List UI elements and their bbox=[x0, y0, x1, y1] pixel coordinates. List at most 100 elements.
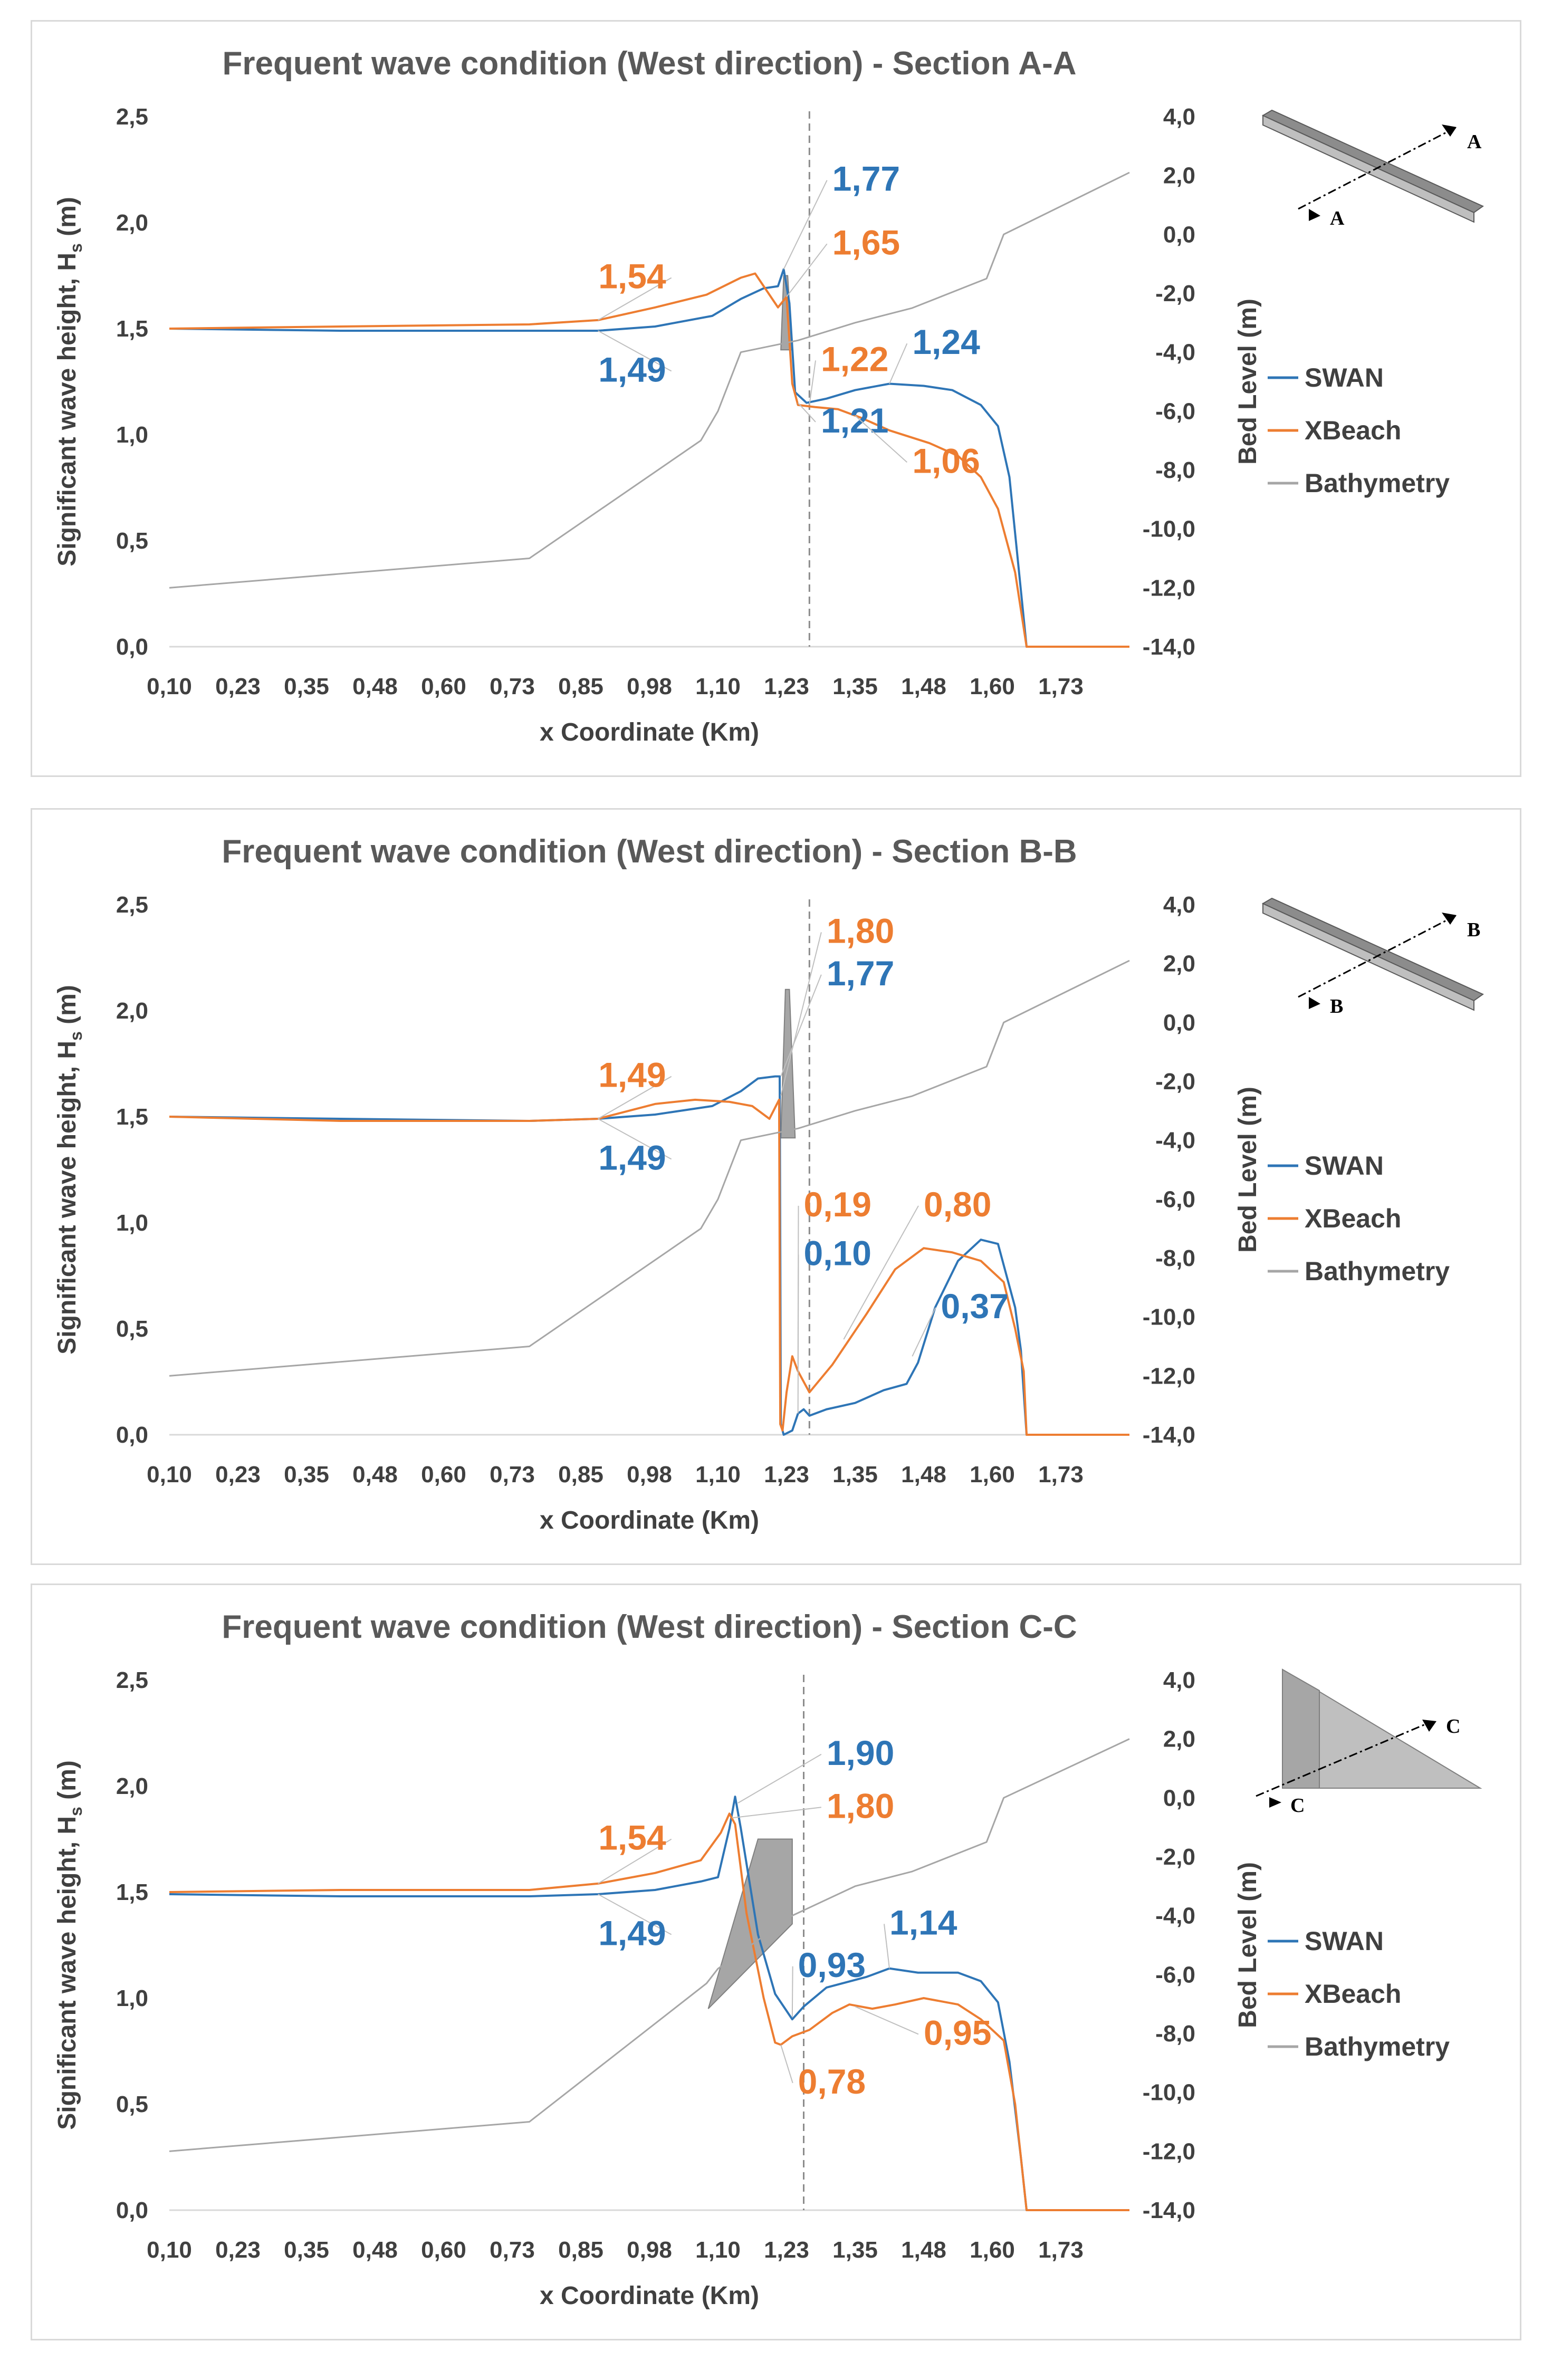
data-callout-leader bbox=[797, 1254, 799, 1414]
x-tick-label: 0,73 bbox=[490, 1462, 535, 1488]
y-right-tick-label: 0,0 bbox=[1163, 222, 1195, 247]
y-right-tick-label: -4,0 bbox=[1155, 340, 1195, 366]
x-tick-label: 0,23 bbox=[215, 2237, 261, 2263]
data-callout-leader bbox=[855, 415, 908, 463]
data-callout-leader bbox=[889, 343, 908, 384]
x-tick-label: 1,35 bbox=[832, 674, 878, 699]
schematic-arrow-top bbox=[1442, 913, 1457, 925]
y-left-axis-label: Significant wave height, Hs (m) bbox=[53, 1760, 85, 2130]
x-tick-label: 1,60 bbox=[970, 674, 1015, 699]
x-tick-label: 0,23 bbox=[215, 674, 261, 699]
schematic-arrow-top bbox=[1422, 1720, 1436, 1732]
y-left-tick-label: 0,5 bbox=[116, 528, 148, 554]
y-right-axis-label: Bed Level (m) bbox=[1234, 1862, 1262, 2028]
series-line-bathymetry bbox=[169, 1738, 1130, 2152]
data-callout-leader bbox=[797, 402, 816, 423]
y-right-axis-label: Bed Level (m) bbox=[1234, 1087, 1262, 1253]
schematic-triangle-face bbox=[1282, 1668, 1320, 1789]
data-callout-label: 0,10 bbox=[804, 1233, 871, 1272]
series-line-xbeach bbox=[169, 1098, 1129, 1436]
data-callout-label: 1,65 bbox=[832, 223, 900, 262]
x-tick-label: 0,35 bbox=[284, 2237, 329, 2263]
x-tick-label: 1,73 bbox=[1038, 2237, 1084, 2263]
y-left-tick-label: 1,0 bbox=[116, 1985, 148, 2011]
y-left-tick-label: 1,0 bbox=[116, 1210, 148, 1236]
legend-label-swan: SWAN bbox=[1305, 363, 1384, 392]
chart-title: Frequent wave condition (West direction)… bbox=[222, 1609, 1077, 1645]
y-left-axis-label-subscript: s bbox=[66, 243, 85, 253]
data-callout-label: 1,14 bbox=[889, 1903, 957, 1942]
data-callout-leader bbox=[597, 1838, 672, 1884]
data-callout-leader bbox=[791, 1966, 793, 2018]
data-callout-label: 1,22 bbox=[821, 339, 888, 378]
schematic-section-label-top: B bbox=[1467, 919, 1480, 941]
x-tick-label: 0,35 bbox=[284, 1462, 329, 1488]
x-tick-label: 0,98 bbox=[627, 2237, 672, 2263]
data-callout-label: 0,80 bbox=[924, 1185, 991, 1224]
schematic-section-line bbox=[1298, 126, 1457, 210]
y-left-tick-label: 1,5 bbox=[116, 316, 148, 342]
y-right-tick-label: 4,0 bbox=[1163, 104, 1195, 130]
y-right-tick-label: -10,0 bbox=[1143, 2080, 1195, 2106]
schematic-bar-top bbox=[1261, 109, 1484, 214]
y-left-tick-label: 0,0 bbox=[116, 634, 148, 660]
y-right-tick-label: 2,0 bbox=[1163, 163, 1195, 189]
legend-label-bathymetry: Bathymetry bbox=[1305, 468, 1450, 498]
y-left-axis-label-main: Significant wave height, H bbox=[53, 253, 81, 567]
chart-title: Frequent wave condition (West direction)… bbox=[223, 45, 1077, 82]
y-right-tick-label: -14,0 bbox=[1143, 1422, 1195, 1448]
y-left-axis-label-unit: (m) bbox=[53, 985, 81, 1031]
schematic-bar-top bbox=[1261, 897, 1484, 1002]
data-callout-leader bbox=[737, 1753, 822, 1804]
y-right-tick-label: 0,0 bbox=[1163, 1785, 1195, 1811]
schematic-arrow-top bbox=[1442, 124, 1457, 137]
x-tick-label: 1,23 bbox=[764, 674, 809, 699]
legend-label-xbeach: XBeach bbox=[1305, 416, 1401, 445]
legend-label-swan: SWAN bbox=[1305, 1151, 1384, 1181]
y-left-tick-label: 2,5 bbox=[116, 104, 148, 130]
y-left-tick-label: 1,5 bbox=[116, 1879, 148, 1905]
x-tick-label: 0,73 bbox=[490, 2237, 535, 2263]
y-left-tick-label: 0,5 bbox=[116, 2091, 148, 2117]
series-line-bathymetry bbox=[169, 171, 1130, 589]
x-tick-label: 0,98 bbox=[627, 1462, 672, 1488]
data-callout-label: 1,06 bbox=[912, 441, 980, 480]
schematic-section-label-bottom: C bbox=[1290, 1794, 1305, 1817]
series-line-xbeach bbox=[169, 1812, 1129, 2211]
data-callout-label: 0,37 bbox=[941, 1287, 1009, 1326]
y-left-tick-label: 2,0 bbox=[116, 998, 148, 1024]
chart-section-c: Frequent wave condition (West direction)… bbox=[53, 1609, 1482, 2310]
data-callout-leader bbox=[884, 1924, 890, 1969]
data-callout-leader bbox=[780, 2045, 793, 2084]
chart-section-a: Frequent wave condition (West direction)… bbox=[53, 45, 1484, 746]
x-tick-label: 1,48 bbox=[901, 2237, 946, 2263]
y-right-tick-label: -12,0 bbox=[1143, 2138, 1195, 2164]
y-left-tick-label: 2,0 bbox=[116, 1773, 148, 1799]
y-right-tick-label: -2,0 bbox=[1155, 1844, 1195, 1870]
y-left-axis-label: Significant wave height, Hs (m) bbox=[53, 985, 85, 1355]
x-axis-label: x Coordinate (Km) bbox=[540, 1506, 759, 1534]
y-right-tick-label: -12,0 bbox=[1143, 575, 1195, 601]
data-callout-leader bbox=[786, 243, 828, 298]
legend-label-bathymetry: Bathymetry bbox=[1305, 2032, 1450, 2061]
y-right-tick-label: -6,0 bbox=[1155, 398, 1195, 424]
y-right-tick-label: -10,0 bbox=[1143, 1304, 1195, 1330]
data-callout-label: 0,78 bbox=[798, 2062, 866, 2101]
data-callout-leader bbox=[598, 330, 672, 372]
y-left-tick-label: 2,0 bbox=[116, 210, 148, 236]
x-tick-label: 0,10 bbox=[147, 1462, 192, 1488]
data-callout-leader bbox=[732, 1807, 821, 1819]
x-tick-label: 0,60 bbox=[421, 2237, 466, 2263]
y-right-tick-label: -6,0 bbox=[1155, 1962, 1195, 1988]
data-callout-leader bbox=[598, 1894, 672, 1935]
y-right-tick-label: -14,0 bbox=[1143, 2197, 1195, 2223]
data-callout-label: 0,19 bbox=[804, 1185, 871, 1224]
chart-panel-section-c: Frequent wave condition (West direction)… bbox=[31, 1584, 1521, 2340]
schematic-section-label-top: A bbox=[1467, 131, 1482, 153]
series-line-swan bbox=[169, 1075, 1129, 1436]
data-callout-leader bbox=[783, 180, 828, 270]
structure-shape bbox=[780, 989, 796, 1139]
y-left-tick-label: 0,0 bbox=[116, 1422, 148, 1448]
schematic-section-label-bottom: A bbox=[1330, 207, 1345, 229]
y-right-axis-label: Bed Level (m) bbox=[1234, 299, 1262, 465]
